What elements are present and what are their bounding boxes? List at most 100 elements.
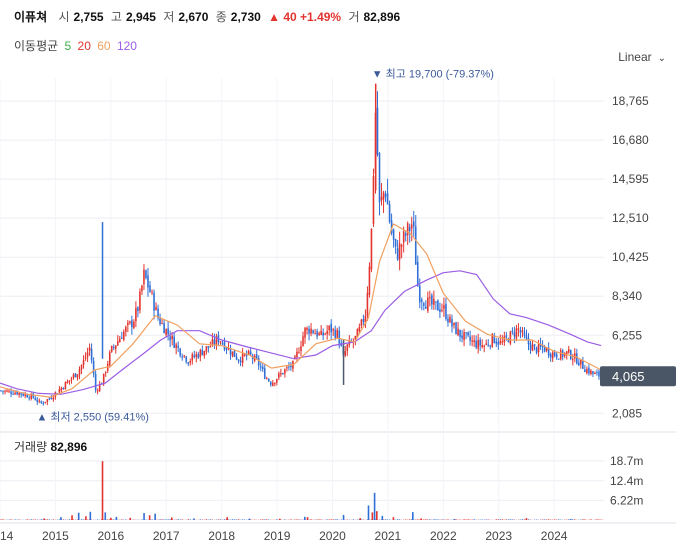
candle-body (193, 355, 196, 357)
candle-body (151, 291, 153, 293)
candle-body (463, 332, 465, 341)
volume-bar (318, 519, 320, 520)
candle-body (531, 344, 534, 352)
candle-body (58, 389, 61, 393)
ma-20[interactable]: 20 (77, 39, 91, 53)
candle-body (201, 350, 204, 356)
volume-bar (463, 519, 465, 520)
candle-body (235, 356, 238, 360)
candle-body (406, 223, 409, 235)
volume-bar (80, 519, 83, 520)
candle-body (443, 305, 445, 309)
volume-bar (217, 519, 220, 520)
volume-bar (32, 519, 34, 520)
high-value: 2,945 (125, 10, 156, 24)
candle-body (306, 327, 308, 331)
volume-bar (223, 519, 226, 520)
candle-body (497, 341, 500, 345)
candle-body (590, 370, 592, 374)
volume-spike-bar (306, 517, 309, 520)
stock-header: 이퓨쳐 시 2,755 고 2,945 저 2,670 종 2,730 ▲ 40 +1.… (14, 8, 404, 26)
candle-body (437, 300, 439, 311)
volume-bar (326, 519, 328, 520)
candle-body (149, 285, 151, 292)
volume-bar (211, 519, 214, 520)
volume-bar (241, 519, 244, 520)
candle-body (90, 348, 93, 361)
volume-panel-title: 거래량 82,896 (14, 438, 87, 455)
candle-body (255, 354, 258, 359)
close-label: 종 (215, 10, 227, 24)
volume-bar (366, 519, 369, 520)
volume-bar (336, 519, 338, 520)
volume-bar (560, 519, 562, 520)
candles-group (0, 91, 604, 406)
candle-body (108, 352, 111, 366)
candle-body (388, 204, 391, 222)
candle-body (578, 362, 580, 366)
candle-body (46, 399, 49, 403)
volume-bar (109, 519, 111, 520)
candle-body (372, 176, 375, 224)
candle-body (398, 243, 401, 260)
volume-bar (141, 519, 143, 520)
candle-body (555, 354, 558, 358)
candle-body (30, 394, 33, 399)
candle-body (418, 285, 421, 303)
volume-bar (62, 519, 65, 520)
candle-body (322, 332, 324, 336)
volume-bar (511, 519, 514, 520)
candle-body (571, 359, 574, 361)
volume-bar (388, 519, 391, 520)
candle-body (487, 344, 490, 346)
volume-label: 거 (348, 10, 360, 24)
ma-5[interactable]: 5 (64, 39, 72, 53)
volume-spike-bar (303, 516, 306, 520)
ma-60[interactable]: 60 (97, 39, 111, 53)
candle-body (304, 327, 306, 338)
candle-body (127, 322, 129, 326)
candle-body (416, 262, 419, 287)
volume-bar (378, 519, 381, 520)
price-tick-label: 18,765 (612, 94, 649, 108)
candle-body (139, 291, 141, 311)
volume-bar (580, 519, 582, 520)
candle-body (598, 371, 600, 377)
candle-body (187, 362, 190, 364)
volume-spike-bar (367, 505, 370, 520)
price-tick-label: 16,680 (612, 133, 649, 147)
volume-bar (48, 519, 51, 520)
candle-body (114, 345, 117, 349)
volume-bar (469, 519, 471, 520)
candle-body (447, 318, 449, 323)
volume-spike-bar (85, 516, 87, 520)
candle-body (280, 373, 282, 375)
candle-body (485, 343, 488, 345)
candle-body (197, 354, 200, 358)
volume-bar (243, 519, 246, 520)
volume-bar (52, 519, 55, 520)
ma-120[interactable]: 120 (116, 39, 137, 53)
volume-bar (215, 519, 218, 520)
candle-body (390, 220, 393, 233)
candle-body (318, 332, 320, 335)
candle-body (237, 359, 240, 361)
open-value: 2,755 (73, 10, 104, 24)
volume-spike-bar (77, 512, 80, 520)
candle-body (116, 341, 119, 346)
volume-bar (310, 519, 312, 520)
candle-body (78, 369, 81, 375)
candle-body (481, 345, 483, 348)
stock-name: 이퓨쳐 (14, 10, 48, 24)
volume-bar (100, 518, 103, 520)
volume-bar (384, 519, 387, 520)
candle-body (259, 366, 262, 368)
candle-body (50, 398, 53, 400)
candle-body (167, 328, 169, 335)
x-tick-label: 2018 (208, 529, 235, 543)
volume-bar (507, 519, 510, 520)
candle-body (551, 352, 554, 359)
candle-body (425, 306, 427, 309)
scale-dropdown[interactable]: Linear ⌄ (618, 50, 666, 64)
